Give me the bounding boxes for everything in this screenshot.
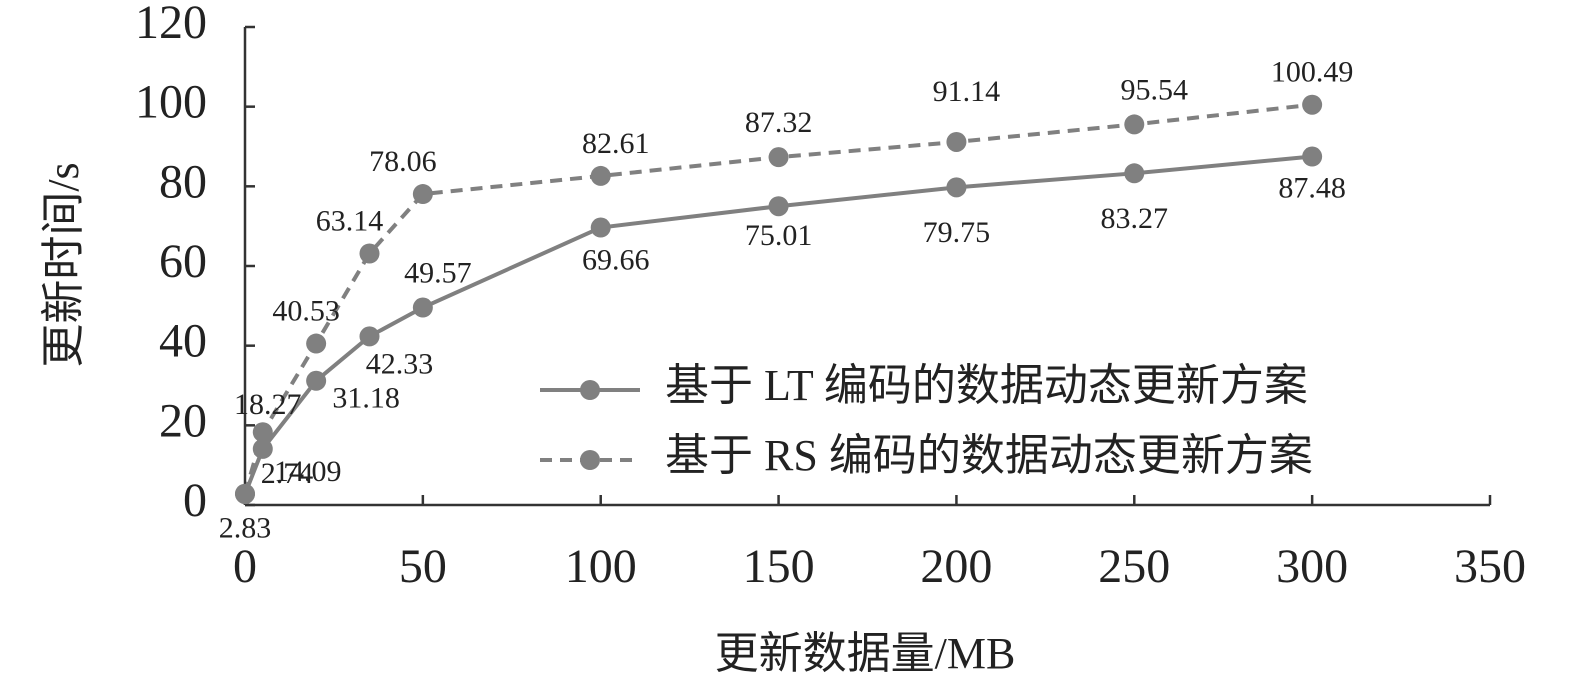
point <box>306 333 327 354</box>
legend-label: 基于 RS 编码的数据动态更新方案 <box>665 431 1313 480</box>
point <box>768 147 789 168</box>
data-label: 75.01 <box>745 219 813 252</box>
point <box>1302 94 1323 115</box>
x-tick-label: 150 <box>743 540 815 593</box>
y-tick-label: 80 <box>159 155 207 208</box>
point <box>946 177 967 198</box>
data-label: 2.83 <box>219 512 272 545</box>
x-tick-label: 250 <box>1098 540 1170 593</box>
data-label: 14.09 <box>274 455 342 488</box>
x-tick-label: 300 <box>1276 540 1348 593</box>
point <box>412 184 433 205</box>
data-label: 2.74 <box>261 457 314 490</box>
data-label: 91.14 <box>933 75 1001 108</box>
point <box>768 196 789 217</box>
data-label: 40.53 <box>272 294 340 327</box>
point <box>1124 114 1145 135</box>
data-label: 78.06 <box>369 145 437 178</box>
x-tick-label: 350 <box>1454 540 1526 593</box>
point <box>946 131 967 152</box>
data-label: 79.75 <box>923 216 991 249</box>
series-line <box>243 102 1313 495</box>
point <box>252 422 273 443</box>
data-label: 82.61 <box>582 127 650 160</box>
point <box>412 297 433 318</box>
data-label: 83.27 <box>1101 202 1169 235</box>
y-tick-label: 120 <box>135 0 207 49</box>
data-label: 18.27 <box>234 388 302 421</box>
y-axis-title: 更新时间/s <box>39 162 88 367</box>
x-tick-label: 100 <box>565 540 637 593</box>
x-axis-title: 更新数据量/MB <box>715 629 1016 678</box>
point <box>590 165 611 186</box>
point <box>359 326 380 347</box>
data-label: 42.33 <box>366 347 434 380</box>
data-label: 63.14 <box>316 204 384 237</box>
point <box>235 483 255 504</box>
y-tick-label: 40 <box>159 315 207 368</box>
data-label: 95.54 <box>1121 73 1189 106</box>
y-tick-label: 100 <box>135 76 207 129</box>
series-line <box>243 154 1313 495</box>
y-tick-label: 0 <box>183 474 207 527</box>
data-label: 87.48 <box>1278 171 1346 204</box>
point <box>1124 163 1145 184</box>
data-label: 100.49 <box>1271 56 1354 89</box>
legend-marker <box>580 450 600 470</box>
point <box>359 243 380 264</box>
data-label: 87.32 <box>745 106 813 139</box>
x-tick-label: 50 <box>399 540 447 593</box>
data-label: 31.18 <box>332 382 400 415</box>
x-tick-label: 0 <box>233 540 257 593</box>
legend-label: 基于 LT 编码的数据动态更新方案 <box>665 361 1308 410</box>
data-label: 49.57 <box>404 256 472 289</box>
point <box>590 217 611 238</box>
data-label: 69.66 <box>582 243 650 276</box>
legend-marker <box>580 380 600 400</box>
y-tick-label: 60 <box>159 235 207 288</box>
x-tick-label: 200 <box>920 540 992 593</box>
point <box>306 370 327 391</box>
y-tick-label: 20 <box>159 394 207 447</box>
point <box>1302 146 1323 167</box>
